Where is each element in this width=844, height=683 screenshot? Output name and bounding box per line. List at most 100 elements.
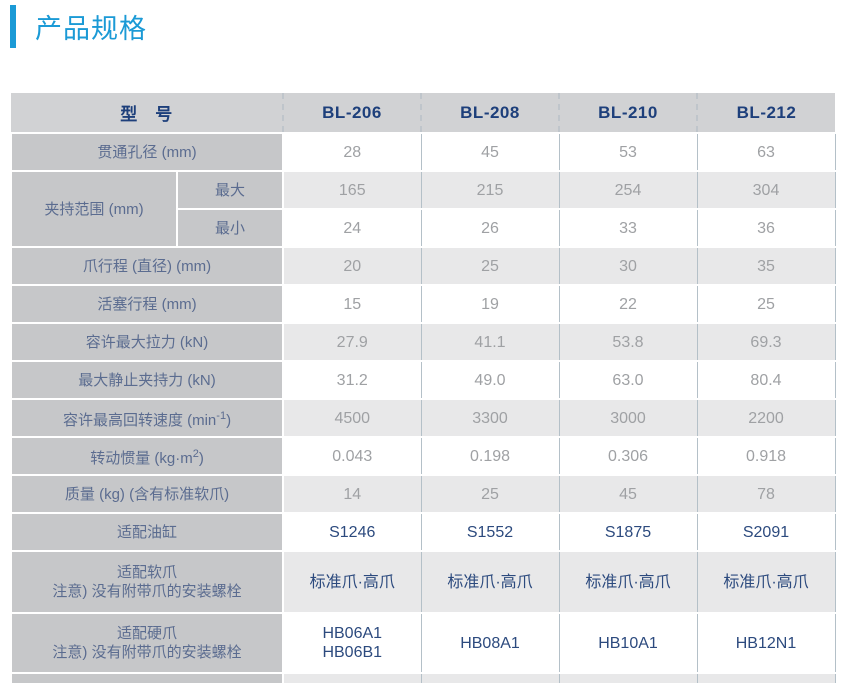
cell-value: 45 — [420, 132, 560, 172]
header-model-bl206: BL-206 — [282, 93, 421, 134]
cell-value: 53 — [558, 132, 698, 172]
row-label: 容许最大拉力 (kN) — [10, 322, 284, 362]
cell-value: S2091 — [696, 512, 836, 552]
cell-value: HB08A1 — [420, 612, 560, 674]
cell-value: S1552 — [420, 512, 560, 552]
cell-value: 304 — [696, 170, 836, 210]
cell-value: 25 — [696, 284, 836, 324]
row-grip-range-min: 最小 24 26 33 36 — [11, 208, 836, 248]
cell-value: 33 — [558, 208, 698, 248]
row-hard-jaws: 适配硬爪 注意) 没有附带爪的安装螺栓 HB06A1 HB06B1 HB08A1… — [10, 612, 836, 674]
cell-value: 25 — [420, 246, 560, 286]
cell-empty — [420, 672, 560, 683]
cell-value: 27.9 — [282, 322, 422, 362]
cell-value: 0.043 — [282, 436, 422, 476]
label-end: ) — [226, 411, 232, 429]
row-matching-cylinder: 适配油缸 S1246 S1552 S1875 S2091 — [10, 512, 836, 552]
row-label: 最大静止夹持力 (kN) — [10, 360, 284, 400]
header-model-bl208: BL-208 — [420, 93, 559, 134]
row-max-speed: 容许最高回转速度 (min-1) 4500 3300 3000 2200 — [10, 398, 836, 438]
cell-value: 标准爪·高爪 — [282, 550, 422, 614]
label-base: 转动惯量 (kg·m — [90, 449, 193, 467]
row-label: 贯通孔径 (mm) — [10, 132, 284, 172]
row-jaw-stroke: 爪行程 (直径) (mm) 20 25 30 35 — [10, 246, 836, 286]
row-through-hole: 贯通孔径 (mm) 28 45 53 63 — [10, 132, 836, 172]
cell-value: 标准爪·高爪 — [696, 550, 836, 614]
label-line1: 适配硬爪 — [116, 625, 177, 642]
cell-value: 15 — [282, 284, 422, 324]
cell-value: HB06A1 HB06B1 — [282, 612, 422, 674]
cell-value: 63.0 — [558, 360, 698, 400]
row-moment-of-inertia: 转动惯量 (kg·m2) 0.043 0.198 0.306 0.918 — [10, 436, 836, 476]
row-label: 质量 (kg) (含有标准软爪) — [10, 474, 284, 514]
row-label: 适配硬爪 注意) 没有附带爪的安装螺栓 — [10, 612, 284, 674]
cell-value: 25 — [420, 474, 560, 514]
label-line2: 注意) 没有附带爪的安装螺栓 — [52, 583, 242, 600]
row-piston-stroke: 活塞行程 (mm) 15 19 22 25 — [10, 284, 836, 324]
cell-empty — [558, 672, 698, 683]
cell-value: 53.8 — [558, 322, 698, 362]
cell-empty — [282, 672, 422, 683]
header-model-bl212: BL-212 — [696, 93, 835, 134]
cell-empty — [696, 672, 836, 683]
spec-table: 型 号 BL-206 BL-208 BL-210 BL-212 贯通孔径 (mm… — [10, 93, 836, 683]
cell-value: 14 — [282, 474, 422, 514]
cell-value: 24 — [282, 208, 422, 248]
row-sublabel-min: 最小 — [176, 208, 284, 248]
row-label: 适配油缸 — [10, 512, 284, 552]
page-title: 产品规格 — [35, 14, 147, 44]
cell-value: 4500 — [282, 398, 422, 438]
row-max-pull-force: 容许最大拉力 (kN) 27.9 41.1 53.8 69.3 — [10, 322, 836, 362]
label-end: ) — [198, 449, 204, 467]
cell-value: 2200 — [696, 398, 836, 438]
cell-value: 165 — [282, 170, 422, 210]
row-label: 活塞行程 (mm) — [10, 284, 284, 324]
cell-value: 49.0 — [420, 360, 560, 400]
cell-value: 标准爪·高爪 — [420, 550, 560, 614]
cell-value: 26 — [420, 208, 560, 248]
cell-value: 30 — [558, 246, 698, 286]
header-model-label: 型 号 — [11, 93, 283, 134]
row-label: 适配软爪 注意) 没有附带爪的安装螺栓 — [10, 550, 284, 614]
cell-value: 69.3 — [696, 322, 836, 362]
page-header: 产品规格 — [10, 5, 147, 48]
cell-value: S1875 — [558, 512, 698, 552]
cell-value: 0.306 — [558, 436, 698, 476]
cell-value: 215 — [420, 170, 560, 210]
label-superscript: -1 — [216, 409, 227, 422]
cell-value: 254 — [558, 170, 698, 210]
header-model-bl210: BL-210 — [558, 93, 697, 134]
row-label: 容许最高回转速度 (min-1) — [10, 398, 284, 438]
cell-value: S1246 — [282, 512, 422, 552]
label-line1: 适配软爪 — [116, 564, 177, 581]
cell-value: 0.918 — [696, 436, 836, 476]
row-grip-range-max: 夹持范围 (mm) 最大 165 215 254 304 — [10, 170, 836, 248]
cell-value: 45 — [558, 474, 698, 514]
value-line1: HB06A1 — [322, 625, 383, 642]
cell-value: 78 — [696, 474, 836, 514]
table-header-row: 型 号 BL-206 BL-208 BL-210 BL-212 — [11, 93, 835, 134]
label-base: 容许最高回转速度 (min — [62, 411, 217, 429]
cell-value: 31.2 — [282, 360, 422, 400]
cell-value: 22 — [558, 284, 698, 324]
cell-value: 20 — [282, 246, 422, 286]
row-label: 爪行程 (直径) (mm) — [10, 246, 284, 286]
row-label-grip-range: 夹持范围 (mm) — [10, 170, 178, 248]
cell-value: 0.198 — [420, 436, 560, 476]
cell-value: HB12N1 — [696, 612, 836, 674]
label-line2: 注意) 没有附带爪的安装螺栓 — [52, 644, 242, 661]
row-sublabel-max: 最大 — [176, 170, 284, 210]
cell-value: 63 — [696, 132, 836, 172]
value-line2: HB06B1 — [322, 644, 383, 661]
cell-value: 3300 — [420, 398, 560, 438]
row-partial-clipped — [10, 672, 836, 683]
cell-value: 80.4 — [696, 360, 836, 400]
cell-value: 35 — [696, 246, 836, 286]
title-accent-bar — [10, 5, 16, 48]
cell-value: 41.1 — [420, 322, 560, 362]
cell-value: 36 — [696, 208, 836, 248]
cell-value: 28 — [282, 132, 422, 172]
label-superscript: 2 — [192, 447, 199, 460]
cell-value: 3000 — [558, 398, 698, 438]
